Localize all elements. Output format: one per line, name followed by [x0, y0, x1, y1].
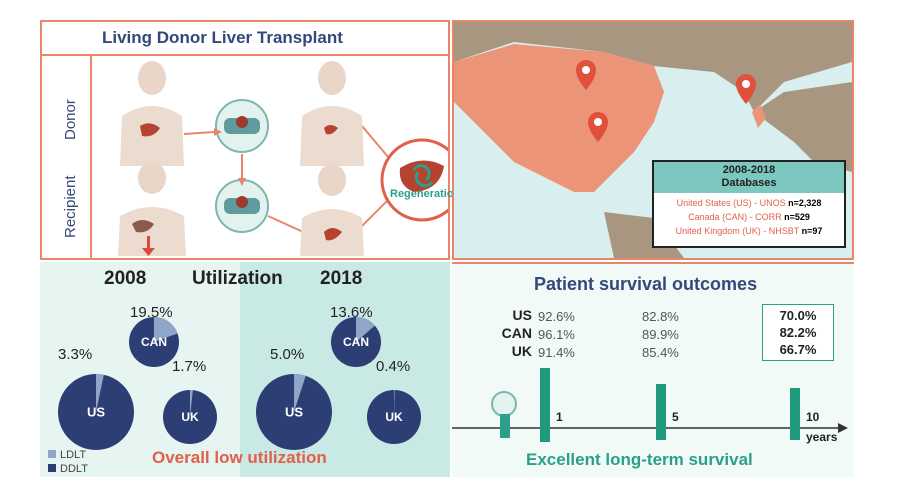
pct-2008-can: 19.5% — [130, 304, 173, 321]
greenland — [674, 28, 734, 62]
survival-1y-uk: 91.4% — [538, 345, 575, 360]
survival-panel: Patient survival outcomes US CAN UK 92.6… — [452, 262, 854, 477]
donor-liver-icon — [140, 123, 160, 137]
legend-ldlt: LDLT — [48, 448, 88, 462]
bar-year-5 — [656, 384, 666, 440]
bar-year-1 — [540, 368, 550, 442]
country-can: CAN — [501, 325, 532, 341]
pie-country-label: UK — [181, 410, 199, 424]
pie-country-label: US — [285, 405, 303, 420]
country-uk: UK — [511, 343, 532, 359]
db-title-databases: Databases — [721, 177, 777, 189]
pct-2008-uk: 1.7% — [172, 358, 207, 375]
db-title-years: 2008-2018 — [722, 164, 776, 176]
tick-5: 5 — [672, 410, 679, 424]
years-label: years — [806, 430, 838, 444]
survival-10y-uk: 66.7% — [779, 342, 817, 357]
donor-label: Donor — [62, 99, 79, 140]
north-america-highlight — [454, 44, 664, 192]
surgery-recipient-icon — [215, 179, 269, 233]
ten-year-box: 70.0% 82.2% 66.7% — [762, 304, 834, 361]
slice-ldlt-2018-us — [294, 374, 306, 412]
slice-ldlt-2018-uk — [394, 390, 395, 417]
pie-country-label: US — [87, 405, 105, 420]
donor-figure — [120, 61, 184, 166]
survival-5y-uk: 85.4% — [642, 345, 679, 360]
recipient-figure — [118, 162, 186, 256]
diagram-title: Living Donor Liver Transplant — [102, 28, 343, 47]
survival-5y-us: 82.8% — [642, 309, 679, 324]
pin-canada-icon — [576, 60, 596, 90]
regeneration-icon — [380, 138, 448, 222]
survival-1y-can: 96.1% — [538, 327, 575, 342]
europe-land — [754, 82, 852, 172]
survival-10y-us: 70.0% — [779, 308, 817, 323]
year-2008-label: 2008 — [104, 268, 147, 289]
pin-us-icon — [588, 112, 608, 142]
regeneration-label: Regeneration — [390, 188, 461, 200]
title-divider — [42, 54, 448, 56]
label-divider — [90, 56, 92, 258]
database-box: 2008-2018 Databases United States (US) -… — [652, 160, 846, 248]
survival-footer: Excellent long-term survival — [526, 450, 753, 469]
recipient-label: Recipient — [62, 175, 79, 238]
slice-ldlt-2008-us — [96, 374, 104, 412]
db-row: United States (US) - UNOS n=2,328 — [676, 198, 822, 208]
survival-timeline — [452, 368, 848, 442]
surgery-donor-icon — [215, 99, 269, 153]
legend-ddlt: DDLT — [48, 462, 88, 476]
transplant-illustration — [118, 61, 448, 256]
tick-1: 1 — [556, 410, 563, 424]
utilization-footer: Overall low utilization — [152, 448, 327, 467]
ldlt-diagram-panel: Living Donor Liver Transplant Donor Reci… — [40, 20, 460, 260]
down-arrow-icon — [147, 236, 150, 250]
recipient-after-figure — [300, 164, 364, 256]
diseased-liver-icon — [132, 220, 154, 233]
year-2018-label: 2018 — [320, 268, 363, 289]
survival-5y-can: 89.9% — [642, 327, 679, 342]
map-panel: 2008-2018 Databases United States (US) -… — [452, 20, 854, 260]
utilization-title: Utilization — [192, 268, 283, 289]
db-row: Canada (CAN) - CORR n=529 — [688, 212, 810, 222]
donor-after-figure — [300, 61, 364, 166]
tick-10: 10 — [806, 410, 820, 424]
pct-2018-can: 13.6% — [330, 304, 373, 321]
pct-2018-us: 5.0% — [270, 346, 305, 363]
slice-ldlt-2008-can — [154, 317, 178, 342]
country-us: US — [512, 307, 532, 323]
pct-2018-uk: 0.4% — [376, 358, 411, 375]
survival-1y-us: 92.6% — [538, 309, 575, 324]
survival-10y-can: 82.2% — [779, 325, 817, 340]
db-row: United Kingdom (UK) - NHSBT n=97 — [675, 226, 823, 236]
utilization-pies: US CAN UK US CAN UK — [58, 317, 421, 450]
pie-country-label: CAN — [141, 335, 167, 349]
pie-country-label: CAN — [343, 335, 369, 349]
pin-uk-icon — [736, 74, 756, 104]
bar-year-10 — [790, 388, 800, 440]
survival-title: Patient survival outcomes — [534, 274, 758, 294]
slice-ldlt-2008-uk — [190, 390, 193, 417]
pie-legend: LDLT DDLT — [48, 448, 88, 476]
pie-country-label: UK — [385, 410, 403, 424]
slice-ldlt-2018-can — [356, 317, 375, 342]
uk-highlight — [752, 104, 766, 128]
patient-icon — [491, 391, 517, 438]
pct-2008-us: 3.3% — [58, 346, 93, 363]
